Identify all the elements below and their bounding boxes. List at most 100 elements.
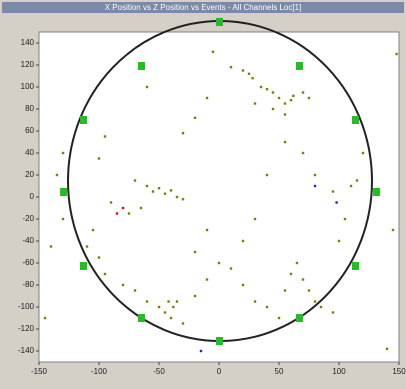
event-point bbox=[103, 135, 107, 138]
x-tick-label: -100 bbox=[91, 367, 108, 376]
event-point bbox=[151, 190, 155, 193]
x-tick-label: -50 bbox=[153, 367, 165, 376]
event-point bbox=[253, 300, 257, 303]
event-point bbox=[145, 300, 149, 303]
y-tick-label: 120 bbox=[21, 60, 35, 69]
event-point bbox=[61, 151, 65, 155]
y-tick-label: -120 bbox=[18, 324, 35, 333]
y-tick-label: -40 bbox=[22, 236, 34, 245]
event-point bbox=[85, 245, 89, 248]
event-point bbox=[313, 184, 317, 188]
sensor bbox=[216, 18, 223, 26]
y-tick-label: -20 bbox=[22, 214, 34, 223]
y-tick-label: 100 bbox=[21, 82, 35, 91]
y-tick-label: 0 bbox=[30, 192, 35, 201]
sensors bbox=[60, 18, 380, 345]
y-tick-label: 140 bbox=[21, 38, 35, 47]
event-point bbox=[253, 217, 257, 221]
event-point bbox=[301, 151, 305, 155]
event-point bbox=[292, 94, 295, 97]
event-point bbox=[283, 289, 287, 292]
y-tick-label: -60 bbox=[22, 258, 34, 267]
event-point bbox=[241, 239, 245, 243]
event-point bbox=[331, 311, 335, 314]
y-tick-label: -140 bbox=[18, 346, 35, 355]
event-point bbox=[43, 316, 47, 320]
event-point bbox=[217, 261, 221, 265]
plot-area bbox=[38, 31, 400, 363]
event-point bbox=[247, 72, 251, 75]
event-point bbox=[133, 179, 137, 182]
event-point bbox=[163, 192, 167, 195]
event-point bbox=[139, 206, 143, 210]
event-point bbox=[167, 300, 170, 303]
event-point bbox=[49, 245, 53, 248]
sensor bbox=[352, 262, 359, 270]
event-point bbox=[335, 201, 338, 204]
event-point bbox=[169, 189, 173, 192]
event-point bbox=[251, 77, 254, 80]
event-point bbox=[163, 311, 167, 314]
event-point bbox=[343, 217, 347, 221]
event-point bbox=[295, 261, 299, 265]
event-point bbox=[391, 228, 395, 232]
event-point bbox=[103, 272, 107, 276]
sensor bbox=[352, 116, 359, 124]
event-point bbox=[289, 99, 293, 102]
sensor bbox=[216, 337, 223, 345]
event-point bbox=[289, 272, 293, 276]
event-point bbox=[175, 195, 179, 199]
sensor bbox=[138, 62, 145, 70]
event-point bbox=[97, 157, 101, 160]
event-point bbox=[205, 96, 209, 100]
event-point bbox=[385, 347, 389, 350]
event-point bbox=[193, 116, 197, 119]
event-point bbox=[331, 190, 335, 193]
event-point bbox=[199, 349, 203, 353]
event-point bbox=[241, 283, 245, 287]
event-point bbox=[121, 283, 125, 287]
event-point bbox=[313, 300, 317, 303]
event-point bbox=[241, 69, 245, 72]
event-point bbox=[169, 316, 173, 320]
event-point bbox=[259, 85, 263, 89]
event-point bbox=[172, 305, 175, 309]
event-point bbox=[157, 305, 161, 309]
event-point bbox=[337, 239, 341, 243]
event-point bbox=[193, 294, 197, 298]
event-point bbox=[133, 289, 137, 292]
event-point bbox=[205, 278, 209, 281]
event-point bbox=[157, 187, 161, 190]
event-point bbox=[145, 184, 149, 188]
event-point bbox=[307, 289, 311, 292]
event-point bbox=[91, 228, 95, 232]
event-point bbox=[145, 85, 149, 89]
sensor bbox=[60, 188, 67, 196]
event-point bbox=[283, 113, 287, 116]
event-point bbox=[229, 267, 233, 270]
event-point bbox=[361, 151, 365, 155]
x-tick-label: 50 bbox=[275, 367, 284, 376]
y-tick-label: 20 bbox=[25, 170, 34, 179]
event-point bbox=[349, 184, 353, 188]
x-tick-label: -150 bbox=[31, 367, 48, 376]
event-point bbox=[97, 256, 101, 259]
event-point bbox=[307, 96, 311, 100]
event-point bbox=[355, 179, 359, 182]
y-tick-label: 80 bbox=[25, 104, 34, 113]
event-point bbox=[313, 173, 317, 177]
event-point bbox=[181, 322, 185, 325]
event-point bbox=[211, 50, 215, 53]
y-tick-label: 40 bbox=[25, 148, 34, 157]
event-point bbox=[115, 212, 119, 215]
title-bar bbox=[2, 2, 404, 13]
sensor bbox=[80, 262, 87, 270]
event-point bbox=[175, 300, 179, 303]
event-point bbox=[253, 102, 257, 105]
chart-title: X Position vs Z Position vs Events - All… bbox=[105, 3, 302, 12]
sensor bbox=[373, 188, 380, 196]
sensor bbox=[296, 62, 303, 70]
event-point bbox=[181, 132, 185, 135]
event-point bbox=[271, 107, 275, 111]
